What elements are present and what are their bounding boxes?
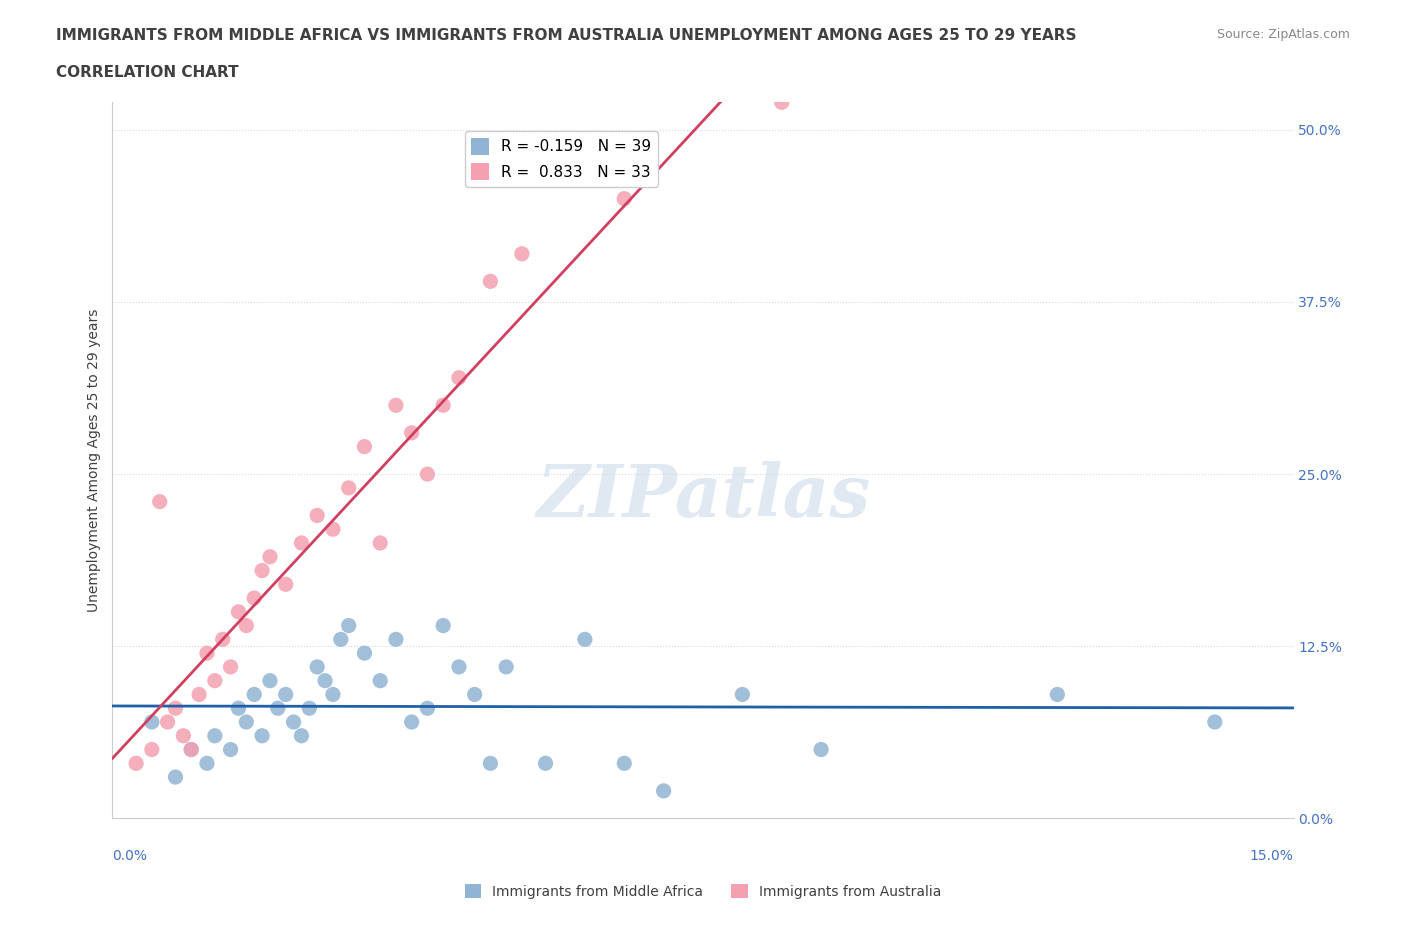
Point: [464, 687, 486, 702]
Point: [1046, 687, 1069, 702]
Point: [1204, 714, 1226, 729]
Point: [259, 673, 281, 688]
Point: [353, 645, 375, 660]
Point: [368, 536, 391, 551]
Point: [432, 618, 454, 633]
Point: [125, 756, 148, 771]
Point: [447, 659, 470, 674]
Point: [204, 673, 226, 688]
Point: [613, 756, 636, 771]
Point: [204, 728, 226, 743]
Point: [510, 246, 533, 261]
Point: [165, 701, 187, 716]
Text: 15.0%: 15.0%: [1250, 849, 1294, 863]
Point: [534, 756, 557, 771]
Point: [401, 425, 423, 440]
Point: [235, 618, 257, 633]
Point: [337, 481, 360, 496]
Point: [188, 687, 211, 702]
Text: CORRELATION CHART: CORRELATION CHART: [56, 65, 239, 80]
Point: [401, 714, 423, 729]
Point: [385, 632, 408, 647]
Point: [141, 714, 163, 729]
Point: [195, 756, 218, 771]
Point: [274, 577, 297, 591]
Point: [228, 701, 250, 716]
Point: [731, 687, 754, 702]
Point: [156, 714, 179, 729]
Point: [219, 742, 242, 757]
Point: [353, 439, 375, 454]
Point: [574, 632, 596, 647]
Y-axis label: Unemployment Among Ages 25 to 29 years: Unemployment Among Ages 25 to 29 years: [87, 309, 101, 612]
Point: [652, 783, 675, 798]
Point: [274, 687, 297, 702]
Point: [219, 659, 242, 674]
Point: [613, 192, 636, 206]
Point: [329, 632, 352, 647]
Point: [180, 742, 202, 757]
Point: [211, 632, 233, 647]
Point: [149, 494, 172, 509]
Point: [416, 701, 439, 716]
Point: [250, 728, 273, 743]
Text: ZIPatlas: ZIPatlas: [536, 460, 870, 532]
Point: [770, 95, 793, 110]
Point: [259, 550, 281, 565]
Point: [290, 536, 312, 551]
Point: [416, 467, 439, 482]
Point: [267, 701, 290, 716]
Point: [283, 714, 305, 729]
Point: [243, 591, 266, 605]
Point: [307, 659, 329, 674]
Point: [322, 687, 344, 702]
Point: [368, 673, 391, 688]
Text: IMMIGRANTS FROM MIDDLE AFRICA VS IMMIGRANTS FROM AUSTRALIA UNEMPLOYMENT AMONG AG: IMMIGRANTS FROM MIDDLE AFRICA VS IMMIGRA…: [56, 28, 1077, 43]
Point: [243, 687, 266, 702]
Point: [195, 645, 218, 660]
Point: [307, 508, 329, 523]
Point: [495, 659, 517, 674]
Point: [228, 604, 250, 619]
Point: [235, 714, 257, 729]
Point: [810, 742, 832, 757]
Point: [290, 728, 312, 743]
Point: [432, 398, 454, 413]
Point: [447, 370, 470, 385]
Text: Source: ZipAtlas.com: Source: ZipAtlas.com: [1216, 28, 1350, 41]
Point: [322, 522, 344, 537]
Point: [479, 274, 502, 289]
Point: [165, 770, 187, 785]
Text: 0.0%: 0.0%: [112, 849, 148, 863]
Point: [180, 742, 202, 757]
Point: [250, 563, 273, 578]
Point: [298, 701, 321, 716]
Point: [172, 728, 194, 743]
Point: [314, 673, 336, 688]
Legend: Immigrants from Middle Africa, Immigrants from Australia: Immigrants from Middle Africa, Immigrant…: [460, 879, 946, 905]
Point: [385, 398, 408, 413]
Point: [337, 618, 360, 633]
Point: [141, 742, 163, 757]
Point: [479, 756, 502, 771]
